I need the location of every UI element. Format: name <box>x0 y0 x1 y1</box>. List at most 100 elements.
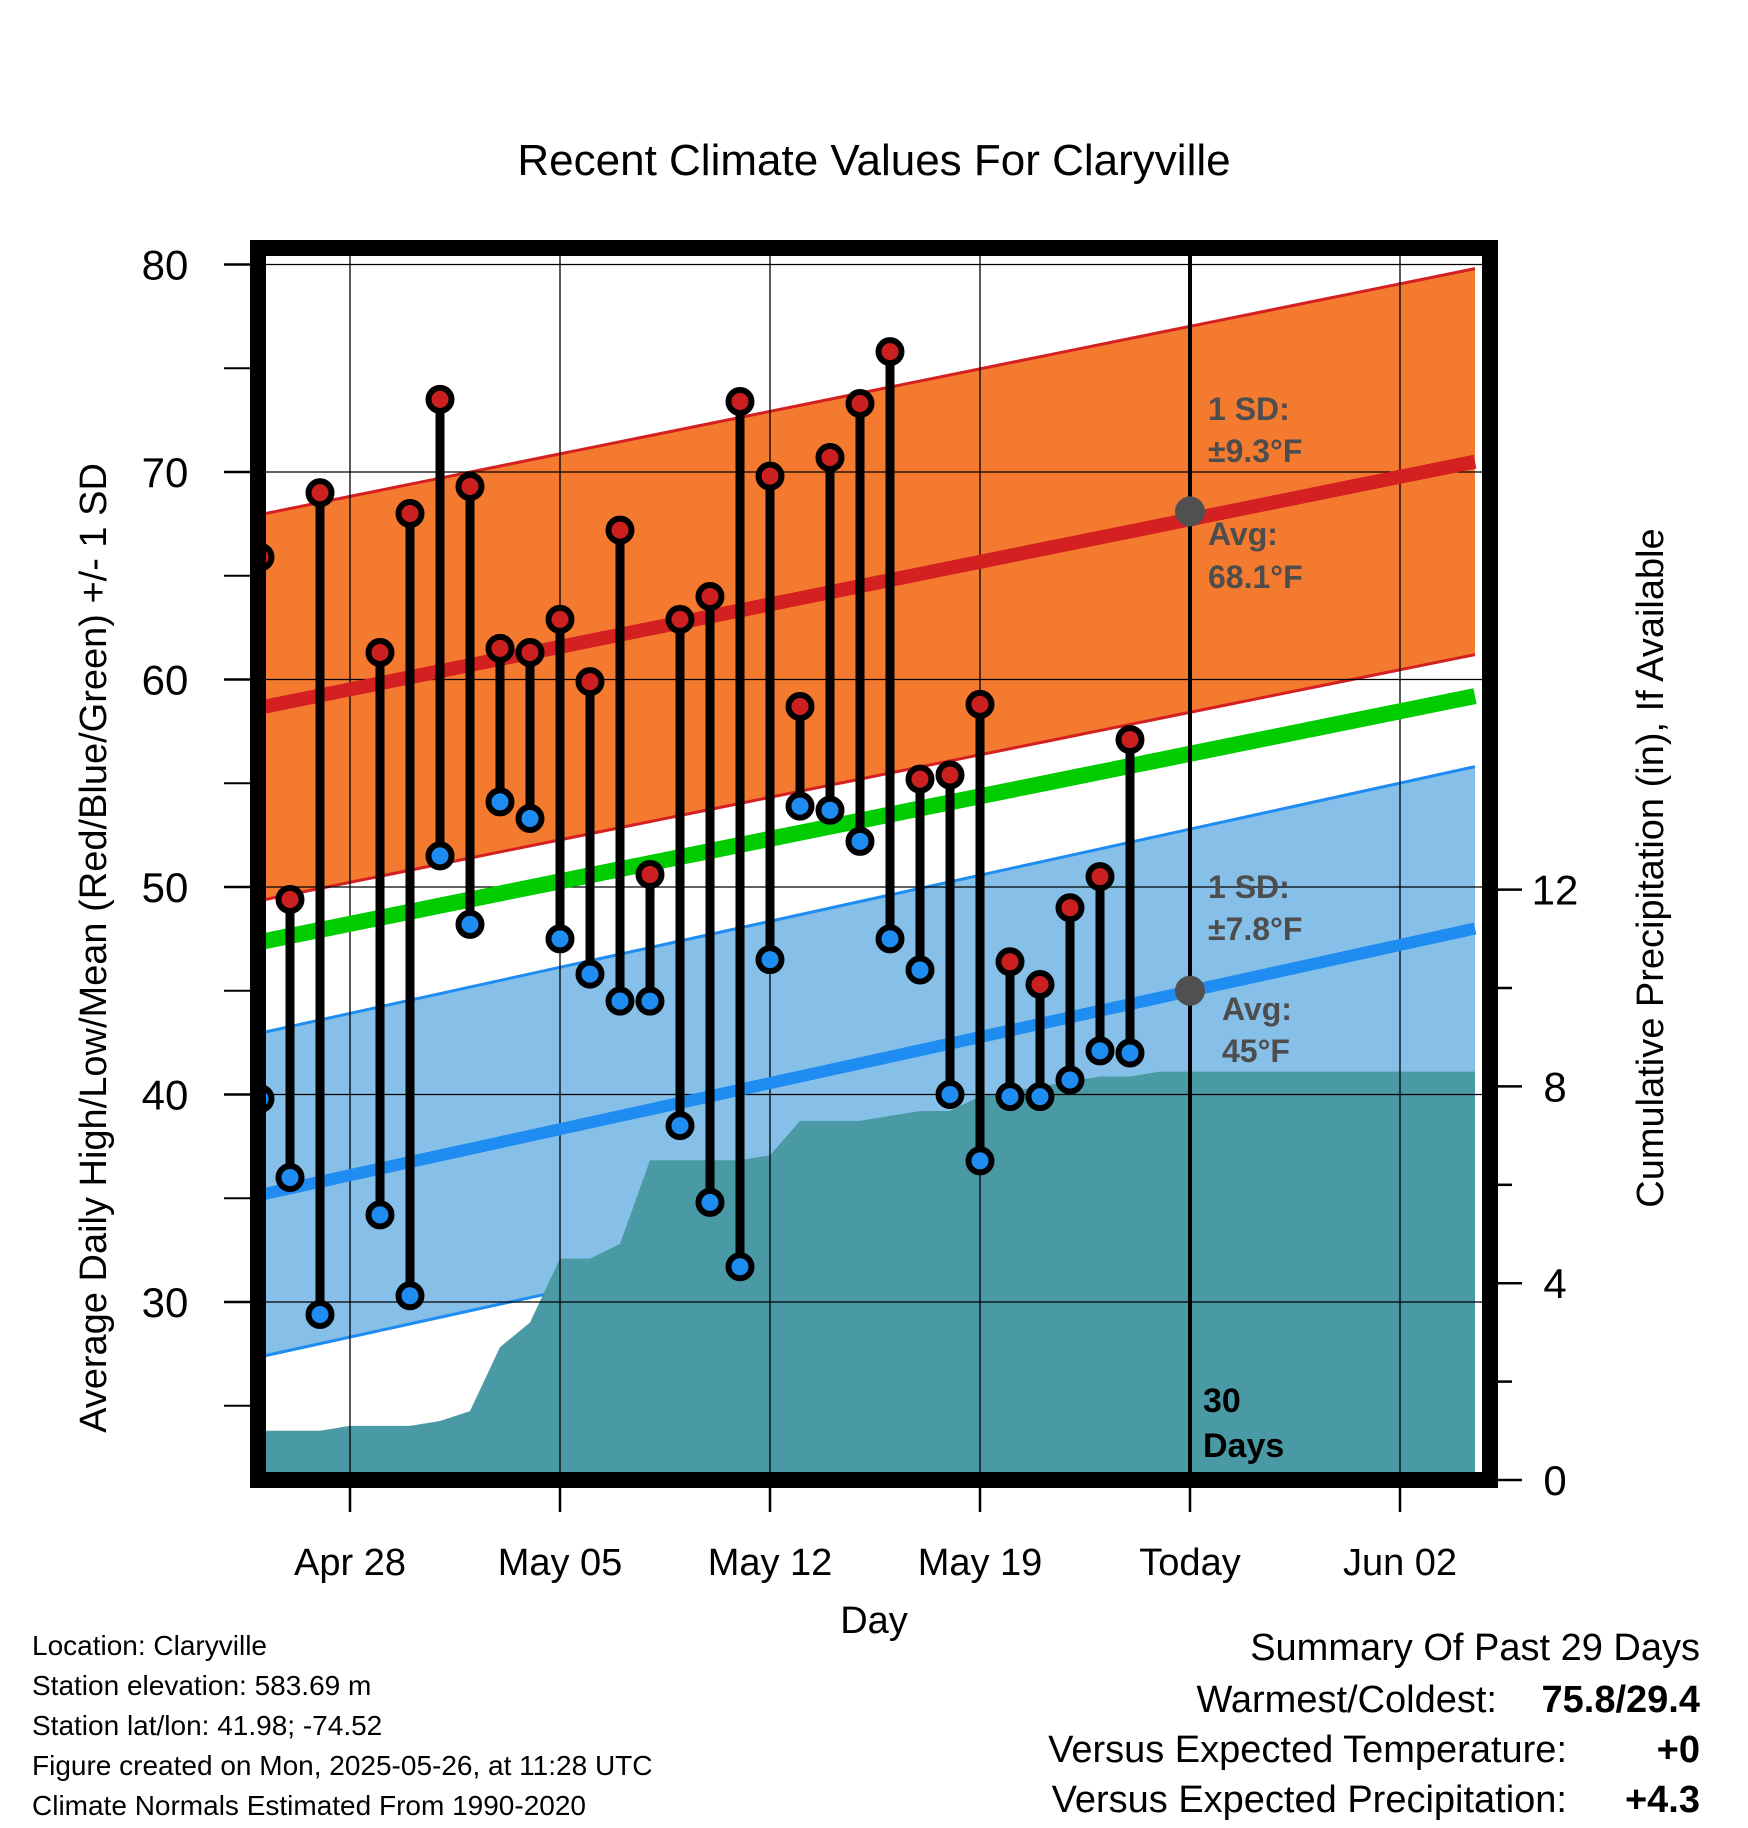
daily-high-point <box>875 337 905 367</box>
daily-low-point <box>935 1080 965 1109</box>
footer-location: Location: Claryville <box>32 1630 267 1661</box>
daily-low-point <box>1055 1065 1085 1095</box>
daily-high-point <box>725 386 755 416</box>
daily-high-point <box>485 633 515 663</box>
y-right-tick-label: 8 <box>1543 1063 1566 1110</box>
daily-high-point <box>935 760 965 790</box>
summary-temp-value: +0 <box>1657 1729 1700 1771</box>
daily-low-point <box>605 986 635 1016</box>
footer-created: Figure created on Mon, 2025-05-26, at 11… <box>32 1750 653 1781</box>
x-tick-label: May 12 <box>708 1542 833 1584</box>
low-sd-value: ±7.8°F <box>1208 911 1302 947</box>
daily-high-point <box>575 667 605 697</box>
daily-high-point <box>1055 893 1085 923</box>
daily-low-point <box>575 959 605 989</box>
y-right-tick-label: 12 <box>1532 867 1579 914</box>
y-right-tick-label: 4 <box>1543 1260 1566 1307</box>
daily-low-point <box>635 986 665 1016</box>
summary-precip-label: Versus Expected Precipitation: <box>1052 1779 1567 1821</box>
low-avg-value: 45°F <box>1222 1033 1290 1069</box>
daily-high-point <box>1025 970 1055 1000</box>
daily-low-point <box>995 1082 1025 1112</box>
y-left-tick-label: 70 <box>142 449 189 496</box>
high-avg-value: 68.1°F <box>1208 559 1303 595</box>
x-tick-label: Apr 28 <box>294 1542 406 1584</box>
footer-info: Location: Claryville Station elevation: … <box>32 1630 653 1821</box>
y-axis-left-label: Average Daily High/Low/Mean (Red/Blue/Gr… <box>73 463 115 1433</box>
daily-high-point <box>665 604 695 634</box>
daily-low-point <box>965 1146 995 1176</box>
footer-elevation: Station elevation: 583.69 m <box>32 1670 371 1701</box>
daily-low-point <box>875 924 905 954</box>
daily-high-point <box>755 461 785 491</box>
daily-low-point <box>815 795 845 825</box>
today-high-normal-marker <box>1175 496 1205 527</box>
daily-low-point <box>785 791 815 821</box>
daily-high-point <box>785 691 815 721</box>
daily-high-point <box>995 947 1025 977</box>
plot-frame <box>250 240 1498 1488</box>
x-tick-label: Jun 02 <box>1343 1542 1457 1584</box>
daily-low-point <box>485 787 515 817</box>
footer-latlon: Station lat/lon: 41.98; -74.52 <box>32 1710 382 1741</box>
y-left-tick-label: 80 <box>142 242 189 289</box>
summary-warm-label: Warmest/Coldest: <box>1196 1679 1497 1721</box>
daily-high-point <box>605 515 635 545</box>
plot-content <box>258 248 1490 1480</box>
daily-high-point <box>905 764 935 794</box>
y-right-tick-label: 0 <box>1543 1457 1566 1504</box>
low-avg-label: Avg: <box>1222 991 1292 1027</box>
daily-high-point <box>815 442 845 472</box>
precip-area <box>258 1071 1475 1480</box>
daily-high-point <box>1115 725 1145 755</box>
today-low-normal-marker <box>1175 975 1205 1006</box>
daily-high-point <box>965 689 995 719</box>
y-left-tick-label: 60 <box>142 657 189 704</box>
daily-low-point <box>1115 1038 1145 1068</box>
daily-high-point <box>425 384 455 414</box>
daily-low-point <box>845 826 875 856</box>
high-sd-label: 1 SD: <box>1208 391 1290 427</box>
daily-low-point <box>545 924 575 954</box>
daily-high-point <box>635 860 665 890</box>
x-tick-label: May 05 <box>498 1542 623 1584</box>
x-tick-label: Today <box>1139 1542 1240 1584</box>
daily-high-point <box>275 884 305 914</box>
daily-low-point <box>665 1111 695 1141</box>
daily-low-point <box>365 1200 395 1230</box>
summary-temp-label: Versus Expected Temperature: <box>1048 1729 1567 1771</box>
days-word-label: Days <box>1203 1427 1284 1465</box>
low-sd-label: 1 SD: <box>1208 869 1290 905</box>
summary-precip-value: +4.3 <box>1625 1779 1700 1821</box>
daily-high-point <box>365 638 395 668</box>
daily-low-point <box>755 945 785 975</box>
y-axis-right-label: Cumulative Precipitation (in), If Availa… <box>1630 528 1672 1207</box>
y-left-tick-label: 30 <box>142 1279 189 1326</box>
daily-low-point <box>695 1187 725 1217</box>
daily-high-point <box>455 472 485 502</box>
plot-area: 1 SD: ±9.3°F Avg: 68.1°F 1 SD: ±7.8°F Avg: 45°F… <box>142 240 1579 1584</box>
daily-high-point <box>305 478 335 508</box>
daily-low-point <box>395 1281 425 1311</box>
daily-low-point <box>275 1163 305 1192</box>
days-count-label: 30 <box>1203 1382 1241 1420</box>
y-left-tick-label: 40 <box>142 1072 189 1119</box>
daily-high-point <box>695 582 725 611</box>
high-avg-label: Avg: <box>1208 516 1278 552</box>
daily-high-point <box>845 389 875 419</box>
summary-panel: Summary Of Past 29 Days Warmest/Coldest:… <box>1048 1627 1700 1821</box>
y-left-tick-label: 50 <box>142 864 189 911</box>
daily-low-point <box>1025 1082 1055 1112</box>
daily-low-point <box>515 804 545 834</box>
low-sd-band-upper-edge <box>258 765 1476 1036</box>
chart-title: Recent Climate Values For Claryville <box>517 136 1230 185</box>
daily-high-point <box>1085 862 1115 892</box>
daily-low-point <box>305 1299 335 1329</box>
daily-low-point <box>905 955 935 985</box>
daily-low-point <box>425 841 455 871</box>
daily-high-point <box>395 499 425 528</box>
normal-low-line <box>258 922 1477 1202</box>
daily-high-point <box>515 638 545 668</box>
x-tick-label: May 19 <box>918 1542 1043 1584</box>
